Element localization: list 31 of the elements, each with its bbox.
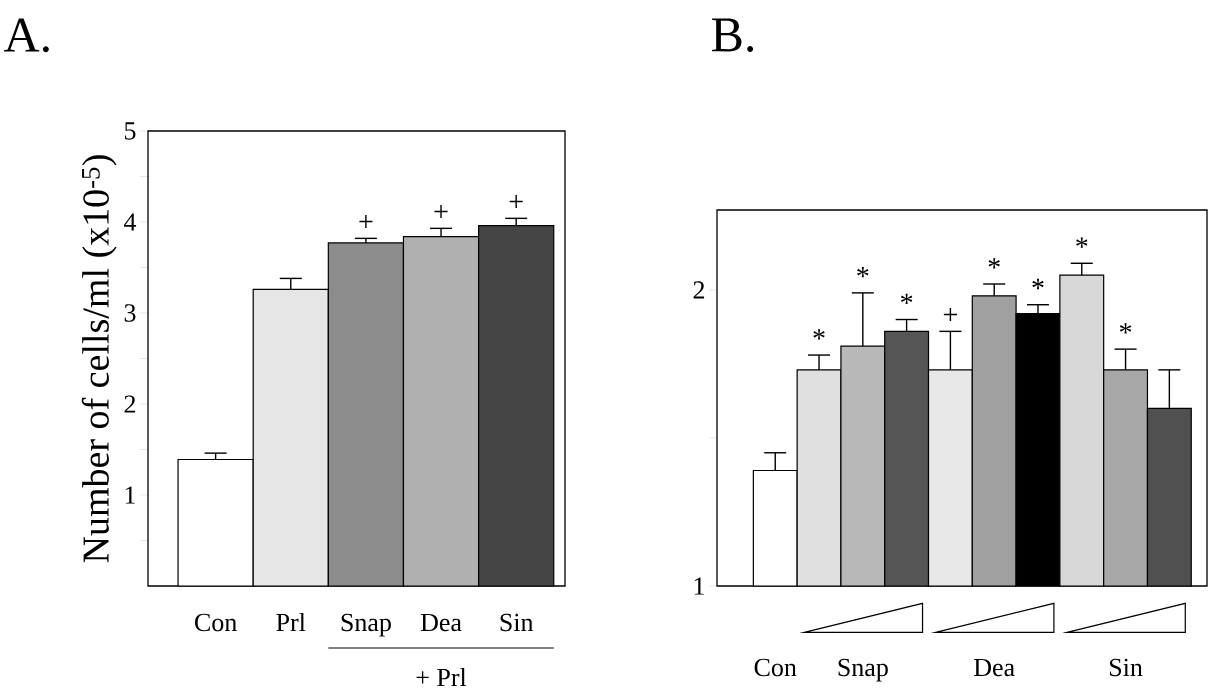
chart-title: A. [4,18,49,53]
annotation: * [1119,323,1132,334]
y-tick-label: 1 [125,486,135,504]
x-tick-label: Con [195,613,237,632]
text: + Prl [416,667,467,686]
x-tick-label: Snap [341,613,391,637]
y-tick-label: 5 [124,122,136,140]
x-tick-label: Dea [420,613,462,632]
x-tick-label: Sin [1109,658,1143,677]
annotation: * [813,329,825,340]
x-tick-label: Prl [276,612,306,631]
y-tick-label: 3 [124,304,136,322]
x-tick-label: Dea [974,658,1015,677]
y-tick-label: 1 [694,577,704,595]
x-tick-label: Sin [500,613,534,632]
annotation: + [434,205,448,219]
annotation: + [509,195,523,209]
chart-title: B. [711,18,754,52]
y-tick-label: 2 [124,395,136,413]
x-tick-label: Con [754,658,797,677]
annotation: * [900,293,913,304]
annotation: * [857,267,869,278]
annotation: + [943,308,957,322]
y-axis-title: Number of cells/ml (x10$^{-5}$) [81,155,117,563]
annotation: * [988,258,1000,269]
annotation: * [1076,237,1088,248]
y-tick-label: 4 [123,213,137,231]
annotation: * [1032,278,1044,290]
x-tick-label: Snap [838,658,888,682]
y-tick-label: 2 [693,281,705,299]
annotation: + [359,215,373,229]
